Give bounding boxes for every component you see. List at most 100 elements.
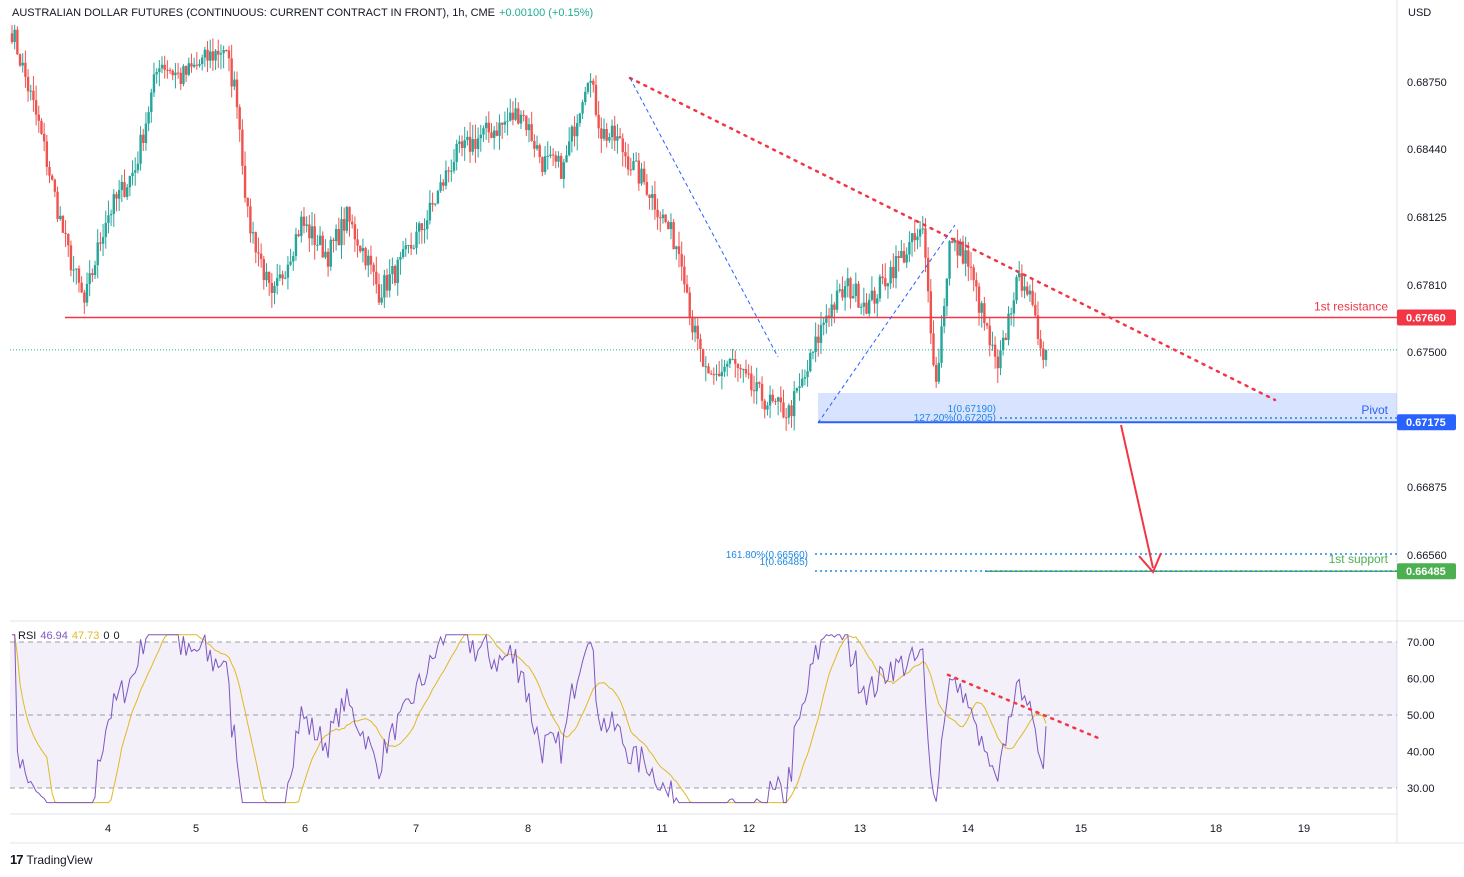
candle-body xyxy=(827,315,831,318)
candle-body xyxy=(557,155,560,162)
candle-body xyxy=(688,292,691,318)
rsi-ma-value: 47.73 xyxy=(71,630,100,642)
candle-body xyxy=(67,233,70,246)
candle-body xyxy=(415,231,418,248)
candle-body xyxy=(211,51,215,61)
candle-body xyxy=(104,222,107,238)
candle-body xyxy=(230,58,233,87)
candle-body xyxy=(985,323,989,326)
pivot-badge xyxy=(1397,414,1456,431)
candle-body xyxy=(1042,348,1045,360)
candle-body xyxy=(69,245,73,271)
candle-body xyxy=(1020,273,1024,291)
candle-body xyxy=(109,213,113,216)
candle-body xyxy=(870,290,874,300)
candle-body xyxy=(243,165,247,198)
candle-body xyxy=(854,283,858,297)
candle-body xyxy=(163,64,166,70)
candle-body xyxy=(506,120,509,122)
candle-body xyxy=(246,197,249,207)
candle-body xyxy=(490,132,493,139)
candle-body xyxy=(999,350,1002,369)
candle-body xyxy=(972,267,975,281)
candle-body xyxy=(442,182,445,186)
candle-body xyxy=(372,264,375,272)
candle-body xyxy=(734,358,737,364)
candle-body xyxy=(790,405,793,417)
candle-body xyxy=(752,390,756,392)
candle-body xyxy=(833,304,836,310)
candle-body xyxy=(53,179,57,192)
tradingview-logo[interactable]: 17 TradingView xyxy=(10,852,93,867)
candle-body xyxy=(112,194,115,214)
currency-label[interactable]: USD xyxy=(1408,7,1432,19)
candle-body xyxy=(96,242,99,266)
candle-body xyxy=(736,363,740,369)
rsi-legend[interactable]: RSI 46.94 47.73 0 0 xyxy=(18,630,120,642)
rsi-tick-label: 70.00 xyxy=(1407,637,1435,649)
candle-body xyxy=(37,114,40,121)
candle-body xyxy=(77,268,81,283)
candle-body xyxy=(474,139,477,149)
price-tick-label: 0.66560 xyxy=(1407,550,1447,562)
candle-body xyxy=(32,90,35,101)
candle-body xyxy=(651,194,654,198)
candle-body xyxy=(88,273,91,284)
time-tick-label: 8 xyxy=(525,823,531,835)
time-tick-label: 15 xyxy=(1075,823,1087,835)
candle-body xyxy=(522,114,525,116)
candle-body xyxy=(530,124,533,141)
candle-body xyxy=(225,50,228,52)
candle-body xyxy=(158,68,161,73)
candle-body xyxy=(696,325,699,339)
candle-body xyxy=(723,366,726,372)
symbol-title[interactable]: AUSTRALIAN DOLLAR FUTURES (CONTINUOUS: C… xyxy=(12,7,496,19)
candle-body xyxy=(715,373,718,375)
candle-body xyxy=(908,242,911,255)
candle-body xyxy=(878,276,882,299)
candle-body xyxy=(265,271,268,281)
resistance-annotation: 1st resistance xyxy=(1314,299,1388,313)
candle-body xyxy=(902,250,906,263)
candle-body xyxy=(134,170,137,173)
candle-body xyxy=(726,363,729,367)
candle-body xyxy=(771,394,774,402)
candle-body xyxy=(667,221,670,230)
candle-body xyxy=(452,162,456,171)
rsi-ma-line xyxy=(12,634,1047,804)
rsi-tick-label: 50.00 xyxy=(1407,710,1435,722)
candle-body xyxy=(91,273,94,276)
candle-body xyxy=(444,170,448,186)
candle-body xyxy=(910,233,914,243)
candle-body xyxy=(707,366,710,374)
candle-body xyxy=(868,299,871,314)
candle-body xyxy=(511,112,515,120)
candle-body xyxy=(774,401,777,403)
candle-body xyxy=(238,107,241,130)
candle-body xyxy=(924,228,927,258)
fib-level-label: 1(0.67190) xyxy=(948,404,996,415)
candle-body xyxy=(417,223,421,232)
rsi-tick-label: 30.00 xyxy=(1407,783,1435,795)
candle-body xyxy=(289,261,292,265)
candle-body xyxy=(792,391,796,417)
candle-body xyxy=(257,252,260,254)
time-tick-label: 13 xyxy=(854,823,866,835)
candle-body xyxy=(766,405,769,410)
candle-body xyxy=(597,114,600,129)
candle-body xyxy=(101,237,105,244)
candle-body xyxy=(546,155,549,157)
candle-body xyxy=(576,123,579,137)
candle-body xyxy=(16,29,19,55)
rsi-extra-2: 0 xyxy=(113,630,120,642)
candle-body xyxy=(525,115,528,131)
candle-body xyxy=(1007,313,1010,340)
candle-body xyxy=(332,239,335,242)
candle-body xyxy=(168,70,172,72)
candle-body xyxy=(152,74,156,93)
candle-body xyxy=(659,217,662,219)
rsi-tick-label: 60.00 xyxy=(1407,674,1435,686)
candle-body xyxy=(24,62,27,77)
candle-body xyxy=(1044,349,1048,360)
